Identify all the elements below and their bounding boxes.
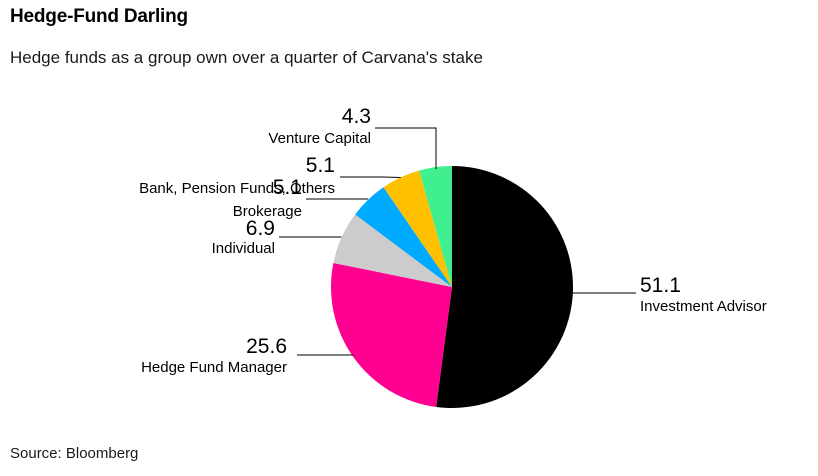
slice-value-individual: 6.9 <box>246 217 275 240</box>
pie-slice-individual <box>333 214 452 287</box>
leader-line-venture-capital <box>375 127 437 170</box>
pie-slice-investment-advisor <box>436 166 574 409</box>
slice-value-investment-advisor: 51.1 <box>640 274 681 297</box>
slice-labels: 51.1 Investment Advisor 25.6 Hedge Fund … <box>139 105 767 376</box>
pie-slice-bank-pension-funds-others <box>383 170 452 287</box>
chart-subtitle: Hedge funds as a group own over a quarte… <box>10 48 483 67</box>
slice-value-brokerage: 5.1 <box>273 176 302 199</box>
slice-label-investment-advisor: Investment Advisor <box>640 298 767 315</box>
chart-title: Hedge-Fund Darling <box>10 6 188 27</box>
slice-label-brokerage: Brokerage <box>233 203 302 220</box>
slice-value-venture-capital: 4.3 <box>342 105 371 128</box>
slice-value-bank-pension-others: 5.1 <box>306 154 335 177</box>
slice-label-venture-capital: Venture Capital <box>268 130 371 147</box>
slice-label-individual: Individual <box>212 240 275 257</box>
pie-slice-hedge-fund-manager <box>331 262 452 407</box>
slice-label-hedge-fund-manager: Hedge Fund Manager <box>141 359 287 376</box>
pie-slice-brokerage <box>355 187 452 287</box>
pie-slices <box>331 166 574 409</box>
leader-lines <box>279 127 636 356</box>
slice-label-bank-pension-others: Bank, Pension Funds, Others <box>139 180 335 197</box>
pie-slice-venture-capital <box>419 166 452 287</box>
source-note: Source: Bloomberg <box>10 445 139 462</box>
slice-value-hedge-fund-manager: 25.6 <box>246 335 287 358</box>
